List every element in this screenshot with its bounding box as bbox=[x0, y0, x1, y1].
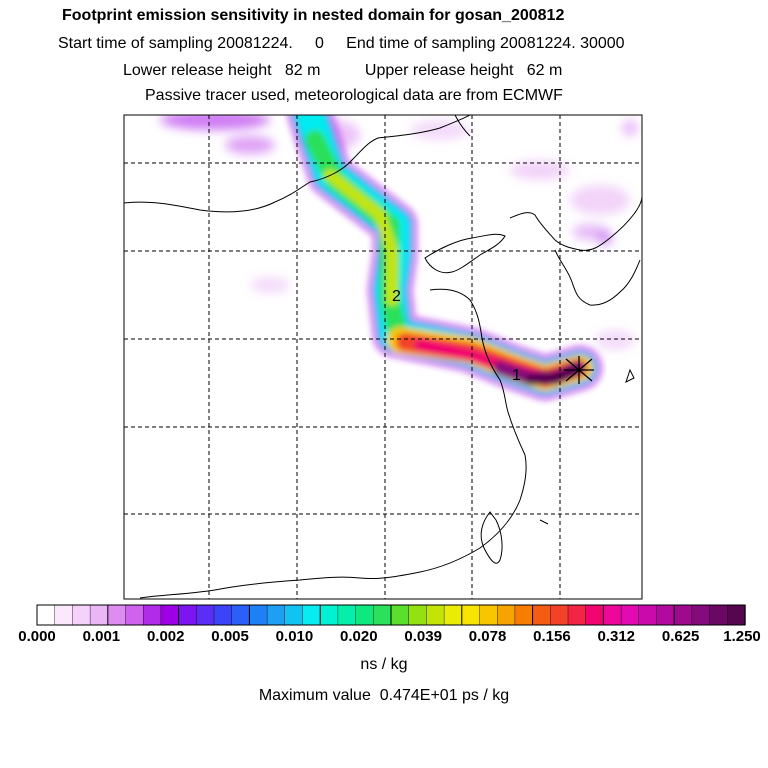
colorbar-cell bbox=[284, 604, 304, 626]
colorbar-tick-label: 0.020 bbox=[340, 628, 378, 645]
colorbar-cell bbox=[426, 604, 445, 626]
colorbar-tick-label: 0.156 bbox=[533, 628, 571, 645]
colorbar-cell bbox=[320, 604, 339, 626]
colorbar-cell bbox=[532, 604, 551, 626]
colorbar-cell bbox=[550, 604, 569, 626]
colorbar-cell bbox=[160, 604, 180, 626]
colorbar-cell bbox=[691, 604, 711, 626]
colorbar-cell bbox=[89, 604, 109, 626]
colorbar-cell bbox=[355, 604, 375, 626]
colorbar-cell bbox=[585, 604, 605, 626]
sampling-time-line: Start time of sampling 20081224. 0 End t… bbox=[58, 35, 625, 52]
colorbar-cell bbox=[337, 604, 357, 626]
colorbar-cell bbox=[656, 604, 675, 626]
colorbar-cell bbox=[443, 604, 463, 626]
colorbar-cell bbox=[709, 604, 728, 626]
colorbar-cell bbox=[213, 604, 233, 626]
colorbar-cell bbox=[408, 604, 428, 626]
map-frame bbox=[123, 114, 643, 600]
colorbar-tick-label: 0.005 bbox=[211, 628, 249, 645]
colorbar-tick-label: 0.039 bbox=[404, 628, 442, 645]
colorbar-frame bbox=[36, 604, 746, 626]
colorbar-cell bbox=[373, 604, 392, 626]
colorbar-tick-label: 0.625 bbox=[661, 628, 700, 645]
colorbar-cell bbox=[178, 604, 198, 626]
colorbar-cell bbox=[390, 604, 410, 626]
emission-plume bbox=[287, 115, 603, 401]
colorbar-cells bbox=[36, 604, 746, 626]
colorbar-cell bbox=[266, 604, 286, 626]
colorbar-cell bbox=[567, 604, 587, 626]
colorbar-cell bbox=[497, 604, 516, 626]
colorbar-tick-label: 0.010 bbox=[275, 628, 314, 645]
colorbar-cell bbox=[479, 604, 498, 626]
colorbar-tick-label: 0.002 bbox=[146, 628, 185, 645]
colorbar-cell bbox=[107, 604, 127, 626]
colorbar-cell bbox=[302, 604, 321, 626]
plot-title: Footprint emission sensitivity in nested… bbox=[62, 7, 565, 24]
colorbar-cell bbox=[727, 604, 746, 626]
release-height-line: Lower release height 82 m Upper release … bbox=[123, 62, 563, 79]
colorbar-cell bbox=[603, 604, 622, 626]
colorbar-cell bbox=[72, 604, 91, 626]
colorbar-cell bbox=[461, 604, 481, 626]
colorbar-tick-label: 0.000 bbox=[18, 628, 56, 645]
plume-label-1: 1 bbox=[512, 367, 521, 384]
plume-label-2: 2 bbox=[392, 288, 401, 305]
colorbar-cell bbox=[249, 604, 268, 626]
lat-lon-gridlines bbox=[124, 115, 642, 599]
footprint-map: 1 2 bbox=[123, 114, 643, 600]
coastlines bbox=[124, 115, 642, 599]
colorbar bbox=[36, 604, 746, 626]
x-star-icon bbox=[564, 356, 594, 384]
colorbar-tick-label: 0.078 bbox=[468, 628, 507, 645]
colorbar-cell bbox=[125, 604, 144, 626]
colorbar-cell bbox=[54, 604, 74, 626]
colorbar-cell bbox=[514, 604, 534, 626]
colorbar-tick-label: 0.001 bbox=[82, 628, 121, 645]
colorbar-cell bbox=[638, 604, 658, 626]
colorbar-cell bbox=[142, 604, 162, 626]
colorbar-units: ns / kg bbox=[360, 656, 408, 673]
colorbar-cell bbox=[231, 604, 251, 626]
colorbar-cell bbox=[36, 604, 56, 626]
colorbar-cell bbox=[196, 604, 215, 626]
colorbar-cell bbox=[620, 604, 640, 626]
colorbar-cell bbox=[674, 604, 693, 626]
maximum-value-label: Maximum value 0.474E+01 ps / kg bbox=[258, 687, 510, 704]
colorbar-tick-label: 0.312 bbox=[597, 628, 636, 645]
colorbar-tick-label: 1.250 bbox=[723, 628, 761, 645]
tracer-info-line: Passive tracer used, meteorological data… bbox=[145, 87, 563, 104]
